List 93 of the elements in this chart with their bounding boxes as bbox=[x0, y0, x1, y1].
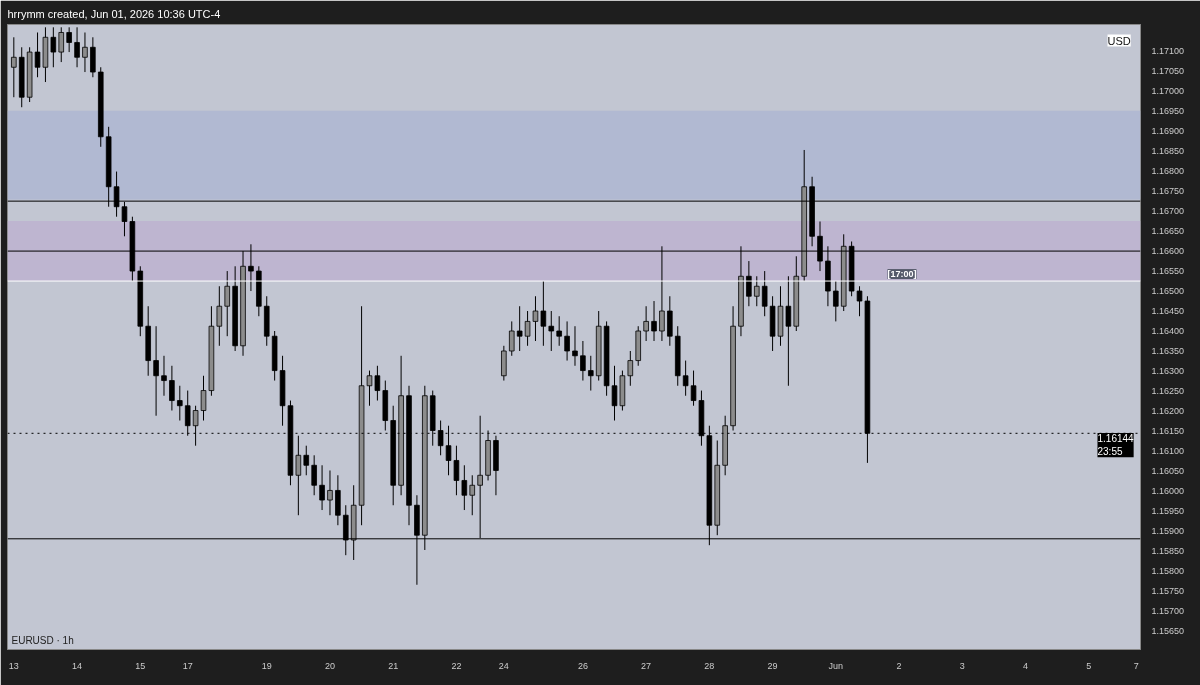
x-tick-label: 22 bbox=[451, 660, 462, 671]
y-tick-label: 1.17050 bbox=[1151, 66, 1185, 77]
candlestick bbox=[540, 280, 547, 347]
y-tick-label: 1.17000 bbox=[1151, 86, 1185, 97]
candlestick bbox=[572, 325, 578, 367]
candlestick bbox=[161, 355, 167, 397]
candlestick bbox=[516, 305, 523, 352]
candlestick bbox=[11, 36, 17, 98]
candlestick bbox=[564, 320, 570, 362]
y-tick-label: 1.16700 bbox=[1151, 206, 1185, 217]
y-tick-label: 1.15900 bbox=[1151, 525, 1185, 536]
candlestick bbox=[643, 305, 649, 342]
candlestick bbox=[461, 464, 468, 511]
candlestick bbox=[746, 260, 752, 307]
candlestick bbox=[761, 270, 768, 317]
candlestick bbox=[548, 310, 555, 352]
y-tick-label: 1.16350 bbox=[1151, 345, 1185, 356]
x-tick-label: 24 bbox=[498, 660, 509, 671]
candlestick bbox=[754, 275, 760, 307]
y-tick-label: 1.16000 bbox=[1151, 485, 1185, 496]
x-tick-label: 27 bbox=[641, 660, 652, 671]
x-tick-label: 26 bbox=[577, 660, 588, 671]
y-tick-label: 1.16050 bbox=[1151, 465, 1185, 476]
candlestick bbox=[303, 445, 310, 476]
x-tick-label: 3 bbox=[959, 660, 965, 671]
text: EURUSD · 1h bbox=[11, 634, 74, 646]
candlestick bbox=[74, 26, 80, 68]
candlestick bbox=[556, 315, 562, 347]
y-tick-label: 1.15700 bbox=[1151, 605, 1185, 616]
y-tick-label: 1.16800 bbox=[1151, 166, 1185, 177]
y-tick-label: 1.16450 bbox=[1151, 306, 1185, 317]
y-tick-label: 1.15950 bbox=[1151, 505, 1185, 516]
y-tick-label: 1.16300 bbox=[1151, 365, 1185, 376]
candlestick bbox=[588, 355, 594, 392]
y-tick-label: 1.15800 bbox=[1151, 565, 1185, 576]
x-tick-label: 29 bbox=[767, 660, 778, 671]
x-tick-label: Jun bbox=[828, 660, 844, 671]
candlestick bbox=[469, 474, 476, 516]
y-tick-label: 1.16400 bbox=[1151, 326, 1185, 337]
candlestick bbox=[153, 325, 159, 417]
candlestick bbox=[50, 26, 57, 68]
candlestick bbox=[833, 280, 839, 322]
candlestick bbox=[651, 300, 657, 342]
candlestick bbox=[580, 340, 586, 382]
candlestick bbox=[856, 285, 863, 317]
y-tick-label: 1.16250 bbox=[1151, 385, 1185, 396]
x-tick-label: 14 bbox=[72, 660, 83, 671]
y-tick-label: 1.16550 bbox=[1151, 266, 1185, 277]
y-tick-label: 1.16100 bbox=[1151, 445, 1185, 456]
candlestick bbox=[82, 31, 88, 73]
annotation: [17:00] bbox=[887, 269, 917, 280]
candlestick bbox=[216, 285, 223, 347]
y-tick-label: 1.16600 bbox=[1151, 246, 1185, 257]
y-tick-label: 1.15750 bbox=[1151, 585, 1185, 596]
x-tick-label: 13 bbox=[8, 660, 19, 671]
x-tick-label: 21 bbox=[388, 660, 399, 671]
x-tick-label: 4 bbox=[1023, 660, 1029, 671]
candlestick bbox=[58, 26, 65, 63]
x-tick-label: 20 bbox=[324, 660, 335, 671]
y-tick-label: 1.16950 bbox=[1151, 106, 1185, 117]
y-tick-label: 1.16850 bbox=[1151, 146, 1185, 157]
candlestick bbox=[295, 435, 302, 516]
y-tick-label: 1.16500 bbox=[1151, 286, 1185, 297]
y-tick-label: 1.17100 bbox=[1151, 46, 1185, 57]
candlestick bbox=[627, 350, 634, 387]
chart-subtitle: hrrymm created, Jun 01, 2026 10:36 UTC-4 bbox=[7, 7, 221, 20]
ref-line-label: 1.16144 23:55 bbox=[1097, 433, 1135, 458]
candlestick bbox=[327, 469, 333, 516]
y-axis-title: USD bbox=[1107, 34, 1131, 47]
y-tick-label: 1.16150 bbox=[1151, 425, 1185, 436]
candlestick bbox=[508, 320, 515, 357]
x-tick-label: 15 bbox=[135, 660, 146, 671]
candlestick bbox=[524, 310, 531, 347]
x-tick-label: 2 bbox=[896, 660, 902, 671]
candlestick bbox=[532, 295, 539, 342]
candlestick bbox=[311, 454, 317, 496]
x-tick-label: 17 bbox=[182, 660, 193, 671]
y-tick-label: 1.16200 bbox=[1151, 405, 1185, 416]
candlestick bbox=[319, 464, 325, 511]
x-tick-label: 19 bbox=[261, 660, 272, 671]
y-tick-label: 1.16900 bbox=[1151, 126, 1185, 137]
candlestick bbox=[224, 270, 230, 337]
y-tick-label: 1.16750 bbox=[1151, 186, 1185, 197]
y-tick-label: 1.16650 bbox=[1151, 226, 1185, 237]
y-tick-label: 1.15850 bbox=[1151, 545, 1185, 556]
y-tick-label: 1.15650 bbox=[1151, 625, 1185, 636]
candlestick bbox=[169, 365, 175, 412]
candlestick bbox=[177, 385, 183, 422]
x-tick-label: 28 bbox=[704, 660, 715, 671]
x-tick-label: 7 bbox=[1133, 660, 1139, 671]
x-tick-label: 5 bbox=[1086, 660, 1092, 671]
candlestick bbox=[682, 360, 689, 397]
candlestick bbox=[66, 26, 72, 53]
